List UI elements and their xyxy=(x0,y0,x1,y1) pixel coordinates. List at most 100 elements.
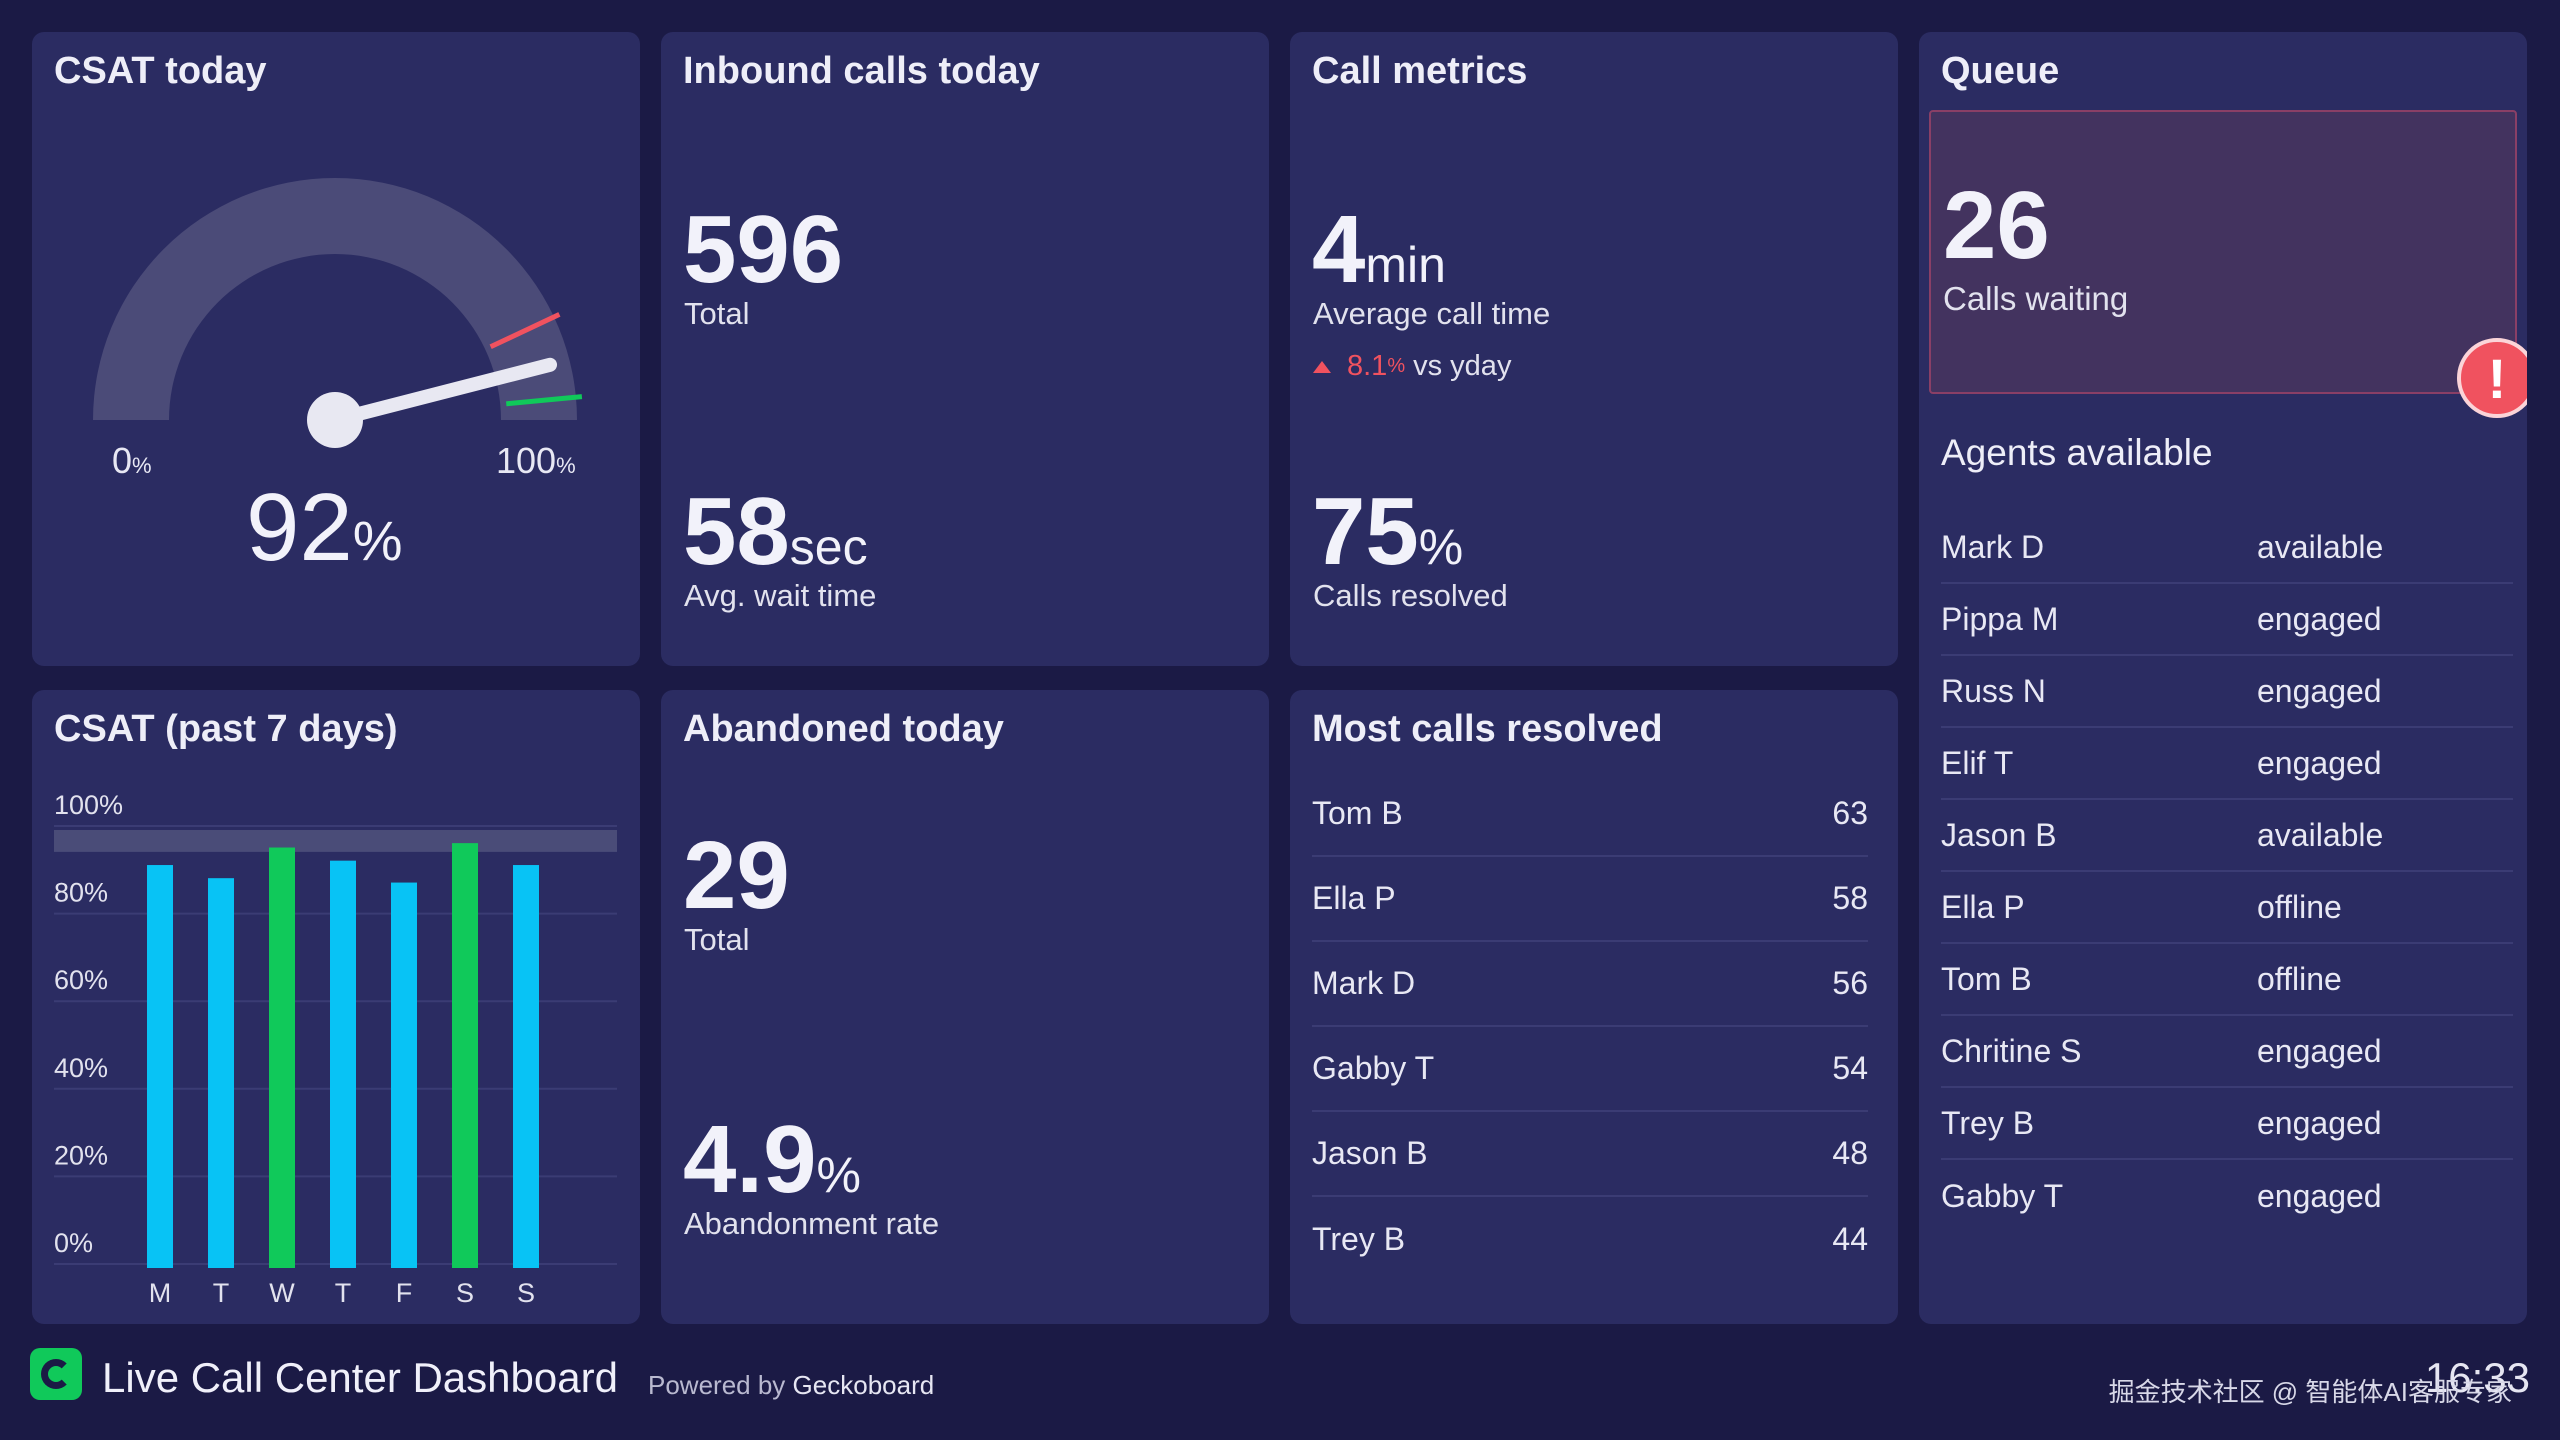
dashboard-title: Live Call Center Dashboard xyxy=(102,1354,618,1401)
csat-today-tile: CSAT today 0% 100% 92% xyxy=(32,32,640,666)
x-tick-label: S xyxy=(456,1278,474,1308)
agent-name: Mark D xyxy=(1941,528,2045,565)
agent-status: engaged xyxy=(2257,600,2382,637)
agent-name: Chritine S xyxy=(1941,1032,2082,1069)
agents-list: Mark D available Pippa M engaged Russ N engag… xyxy=(1941,512,2513,1232)
agent-name: Gabby T xyxy=(1941,1177,2064,1214)
agent-status: available xyxy=(2257,816,2384,853)
agent-status: available xyxy=(2257,528,2384,565)
resolved-count: 58 xyxy=(1832,880,1868,916)
powered-brand: Geckoboard xyxy=(792,1370,935,1400)
resolved-count: 44 xyxy=(1832,1221,1868,1257)
gauge-min-label: 0% xyxy=(112,440,152,481)
x-tick-label: T xyxy=(213,1278,230,1308)
resolved-row: Jason B 48 xyxy=(1312,1112,1868,1197)
tile-title: Inbound calls today xyxy=(683,50,1040,92)
agent-row: Russ N engaged xyxy=(1941,656,2513,728)
triangle-up-icon xyxy=(1313,360,1331,373)
geckoboard-logo-icon xyxy=(30,1348,82,1400)
calls-waiting-value: 26 xyxy=(1943,172,2050,279)
agent-row: Tom B offline xyxy=(1941,944,2513,1016)
bar-0 xyxy=(147,865,173,1268)
target-band xyxy=(54,830,617,852)
calls-waiting-label: Calls waiting xyxy=(1943,280,2129,317)
resolved-row: Trey B 44 xyxy=(1312,1197,1868,1282)
queue-tile: Queue 26 Calls waiting ! Agents availabl… xyxy=(1919,32,2527,1324)
gauge-red-mark xyxy=(489,312,561,350)
y-tick-label: 60% xyxy=(54,965,108,995)
resolved-agent-name: Trey B xyxy=(1312,1221,1406,1257)
inbound-total-label: Total xyxy=(684,296,750,331)
call-metrics-tile: Call metrics 4min Average call time 8.1%… xyxy=(1290,32,1898,666)
agent-name: Jason B xyxy=(1941,816,2057,853)
csat-week-chart: 0% 20% 40% 60% 80% 100% M T W T F S S xyxy=(54,790,617,1308)
abandonment-rate-label: Abandonment rate xyxy=(684,1206,940,1241)
agent-name: Trey B xyxy=(1941,1104,2035,1141)
bar-6 xyxy=(513,865,539,1268)
resolved-count: 54 xyxy=(1832,1050,1868,1086)
most-resolved-tile: Most calls resolved Tom B 63 Ella P 58 Mark … xyxy=(1290,690,1898,1324)
agent-status: offline xyxy=(2257,960,2342,997)
agent-name: Ella P xyxy=(1941,888,2025,925)
abandoned-tile: Abandoned today 29 Total 4.9% Abandonmen… xyxy=(661,690,1269,1324)
resolved-agent-name: Gabby T xyxy=(1312,1050,1435,1086)
x-tick-label: M xyxy=(149,1278,172,1308)
bar-2 xyxy=(269,847,295,1268)
gauge-track xyxy=(93,178,577,420)
gauge-max-label: 100% xyxy=(496,440,576,481)
bar-3 xyxy=(330,860,356,1268)
alert-icon: ! xyxy=(2457,338,2527,418)
watermark: 掘金技术社区 @ 智能体AI客服专家 xyxy=(2108,1377,2512,1407)
csat-week-tile: CSAT (past 7 days) 0% 20% 40% 60% 80% 100% M T W… xyxy=(32,690,640,1324)
powered-by: Powered by Geckoboard xyxy=(648,1370,935,1400)
clock: 16:33 xyxy=(2424,1354,2530,1401)
abandoned-total: 29 xyxy=(683,822,790,929)
agent-name: Tom B xyxy=(1941,960,2032,997)
tile-title: CSAT today xyxy=(54,50,267,92)
agent-name: Elif T xyxy=(1941,744,2014,781)
resolved-count: 56 xyxy=(1832,965,1868,1001)
resolved-row: Ella P 58 xyxy=(1312,857,1868,942)
resolved-count: 48 xyxy=(1832,1135,1868,1171)
x-tick-label: S xyxy=(517,1278,535,1308)
avg-wait-value: 58sec xyxy=(683,478,868,585)
resolved-agent-name: Jason B xyxy=(1312,1135,1428,1171)
avg-call-time: 4min xyxy=(1312,196,1446,303)
inbound-calls-tile: Inbound calls today 596 Total 58sec Avg.… xyxy=(661,32,1269,666)
abandonment-rate-value: 4.9% xyxy=(683,1106,861,1213)
calls-waiting-box: 26 Calls waiting xyxy=(1929,110,2517,394)
y-tick-label: 20% xyxy=(54,1140,108,1170)
abandoned-total-label: Total xyxy=(684,922,750,957)
bar-1 xyxy=(208,878,234,1268)
y-tick-label: 80% xyxy=(54,878,108,908)
resolved-agent-name: Ella P xyxy=(1312,880,1396,916)
resolved-count: 63 xyxy=(1832,795,1868,831)
agent-status: engaged xyxy=(2257,1032,2382,1069)
resolved-row: Mark D 56 xyxy=(1312,942,1868,1027)
bar-5 xyxy=(452,843,478,1268)
calls-resolved-label: Calls resolved xyxy=(1313,578,1508,613)
agent-name: Russ N xyxy=(1941,672,2046,709)
resolved-row: Gabby T 54 xyxy=(1312,1027,1868,1112)
change-vs-yday: 8.1% vs yday xyxy=(1313,350,1511,383)
agent-status: engaged xyxy=(2257,744,2382,781)
agent-row: Mark D available xyxy=(1941,512,2513,584)
csat-value: 92% xyxy=(246,474,403,581)
agents-title: Agents available xyxy=(1941,432,2213,473)
agent-name: Pippa M xyxy=(1941,600,2059,637)
tile-title: Queue xyxy=(1941,50,2060,92)
dashboard-grid: CSAT today 0% 100% 92% Inbound calls tod… xyxy=(32,32,2528,1324)
tile-title: Most calls resolved xyxy=(1312,708,1663,750)
calls-resolved-value: 75% xyxy=(1312,478,1464,585)
tile-title: Abandoned today xyxy=(683,708,1004,750)
tile-title: CSAT (past 7 days) xyxy=(54,708,398,750)
bar-4 xyxy=(391,882,417,1268)
y-tick-label: 100% xyxy=(54,790,123,820)
tile-title: Call metrics xyxy=(1312,50,1528,92)
csat-gauge xyxy=(93,178,583,448)
agent-row: Ella P offline xyxy=(1941,872,2513,944)
x-tick-label: W xyxy=(269,1278,295,1308)
gauge-green-mark xyxy=(506,394,583,407)
agent-status: engaged xyxy=(2257,672,2382,709)
y-tick-label: 40% xyxy=(54,1053,108,1083)
